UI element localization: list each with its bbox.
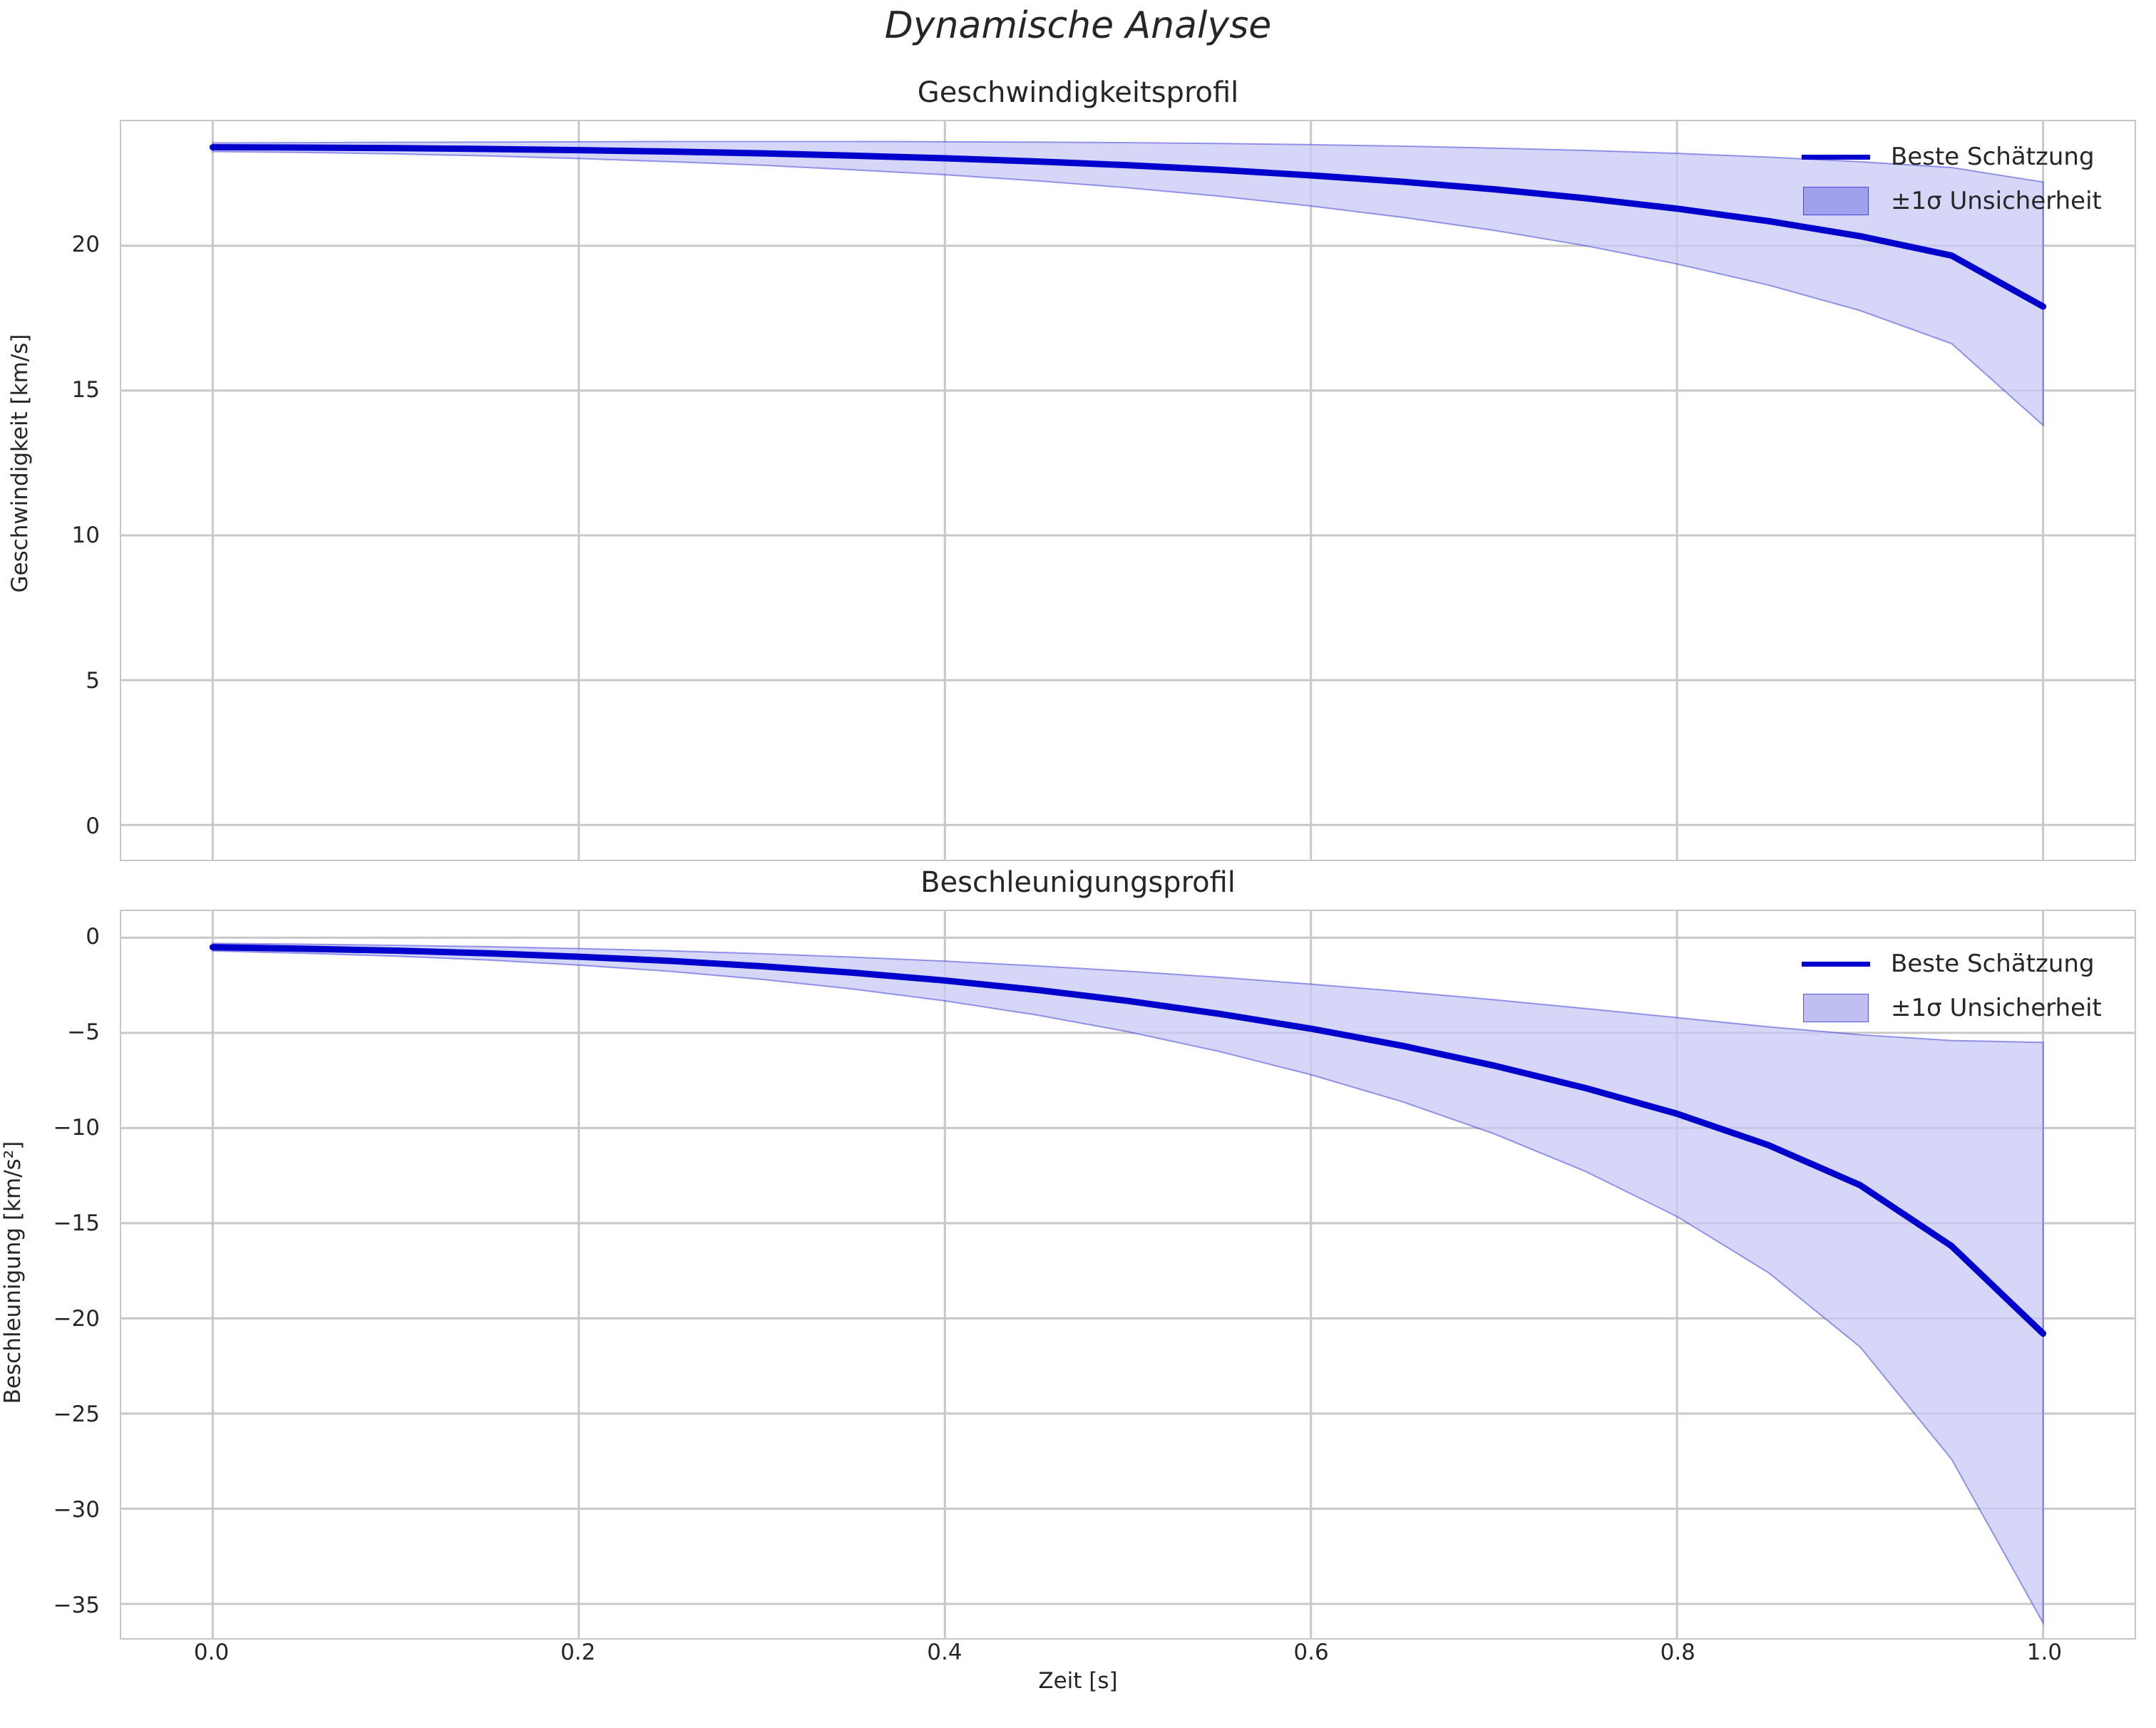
bottom-plot-svg	[121, 911, 2135, 1638]
y-tick-label: 5	[86, 668, 100, 694]
x-tick-label: 0.0	[193, 1640, 230, 1665]
bottom-y-tick-labels: 0 −5 −10 −15 −20 −25 −30 −35	[0, 910, 107, 1640]
legend-band-swatch	[1797, 994, 1875, 1022]
y-tick-label: 0	[86, 923, 100, 950]
legend-line-swatch	[1797, 154, 1875, 160]
y-tick-label: 0	[86, 813, 100, 840]
y-tick-label: −35	[53, 1592, 100, 1618]
x-tick-label: 0.6	[1293, 1640, 1329, 1665]
figure-suptitle: Dynamische Analyse	[884, 4, 1272, 47]
y-tick-label: 20	[71, 232, 100, 258]
bottom-legend: Beste Schätzung ±1σ Unsicherheit	[1797, 947, 2102, 1025]
y-tick-label: 15	[71, 377, 100, 403]
y-tick-label: −10	[53, 1114, 100, 1141]
y-tick-label: 10	[71, 523, 100, 549]
legend-entry-line: Beste Schätzung	[1797, 140, 2102, 174]
x-tick-label: 0.8	[1660, 1640, 1695, 1665]
y-tick-label: −25	[53, 1401, 100, 1427]
legend-band-label: ±1σ Unsicherheit	[1891, 187, 2102, 215]
y-tick-label: −15	[53, 1210, 100, 1236]
legend-band-swatch	[1797, 187, 1875, 215]
legend-line-label: Beste Schätzung	[1891, 143, 2095, 171]
top-plot-area	[120, 120, 2136, 861]
top-legend: Beste Schätzung ±1σ Unsicherheit	[1797, 140, 2102, 218]
x-tick-label: 0.4	[927, 1640, 962, 1665]
top-plot-svg	[121, 121, 2135, 860]
x-tick-label: 0.2	[560, 1640, 596, 1665]
x-axis-label: Zeit [s]	[1038, 1668, 1118, 1694]
legend-entry-line: Beste Schätzung	[1797, 947, 2102, 981]
legend-line-label: Beste Schätzung	[1891, 950, 2095, 978]
legend-band-label: ±1σ Unsicherheit	[1891, 994, 2102, 1022]
legend-entry-band: ±1σ Unsicherheit	[1797, 991, 2102, 1025]
legend-entry-band: ±1σ Unsicherheit	[1797, 184, 2102, 218]
x-tick-label: 1.0	[2026, 1640, 2063, 1665]
bottom-plot-area	[120, 910, 2136, 1640]
top-subplot-title: Geschwindigkeitsprofil	[917, 76, 1239, 109]
bottom-subplot-title: Beschleunigungsprofil	[920, 866, 1236, 899]
top-y-tick-labels: 0 5 10 15 20	[0, 120, 107, 861]
y-tick-label: −5	[67, 1019, 100, 1045]
y-tick-label: −30	[53, 1496, 100, 1523]
y-tick-label: −20	[53, 1305, 100, 1332]
legend-line-swatch	[1797, 961, 1875, 967]
